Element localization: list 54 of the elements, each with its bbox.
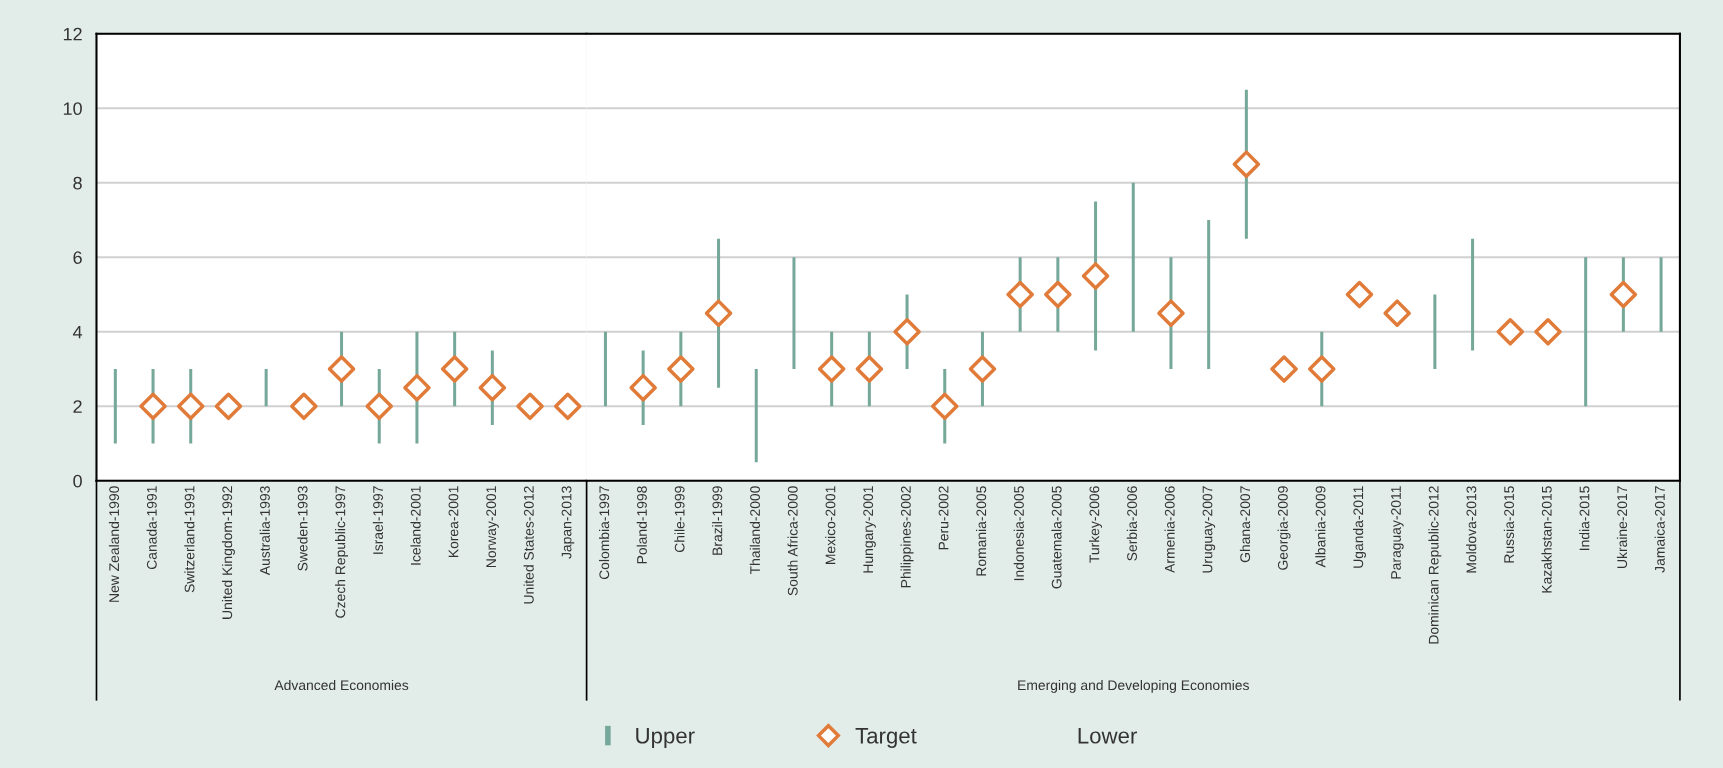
x-tick-label: Thailand-2000 bbox=[749, 486, 760, 575]
x-tick-label: Israel-1997 bbox=[372, 486, 383, 554]
x-tick-label: Canada-1991 bbox=[146, 486, 157, 570]
x-tick-label: Hungary-2001 bbox=[863, 486, 876, 573]
x-tick-label: Dominican Republic-2012 bbox=[1428, 486, 1442, 644]
text: Lower bbox=[1078, 728, 1137, 744]
y-tick-label: 2 bbox=[73, 400, 82, 413]
x-tick-label: United Kingdom-1992 bbox=[221, 486, 235, 619]
y-tick-label: 12 bbox=[63, 27, 82, 41]
x-tick-label: Iceland-2001 bbox=[410, 486, 421, 565]
x-tick-label: Albania-2009 bbox=[1315, 486, 1326, 568]
x-tick-label: Paraguay-2011 bbox=[1391, 486, 1404, 579]
x-tick-label: Russia-2015 bbox=[1503, 486, 1514, 563]
x-tick-label: Ukraine-2017 bbox=[1616, 486, 1628, 568]
x-tick-label: Chile-1999 bbox=[674, 486, 685, 553]
x-tick-label: Indonesia-2005 bbox=[1013, 486, 1024, 581]
x-tick-label: Philippines-2002 bbox=[900, 486, 914, 588]
x-tick-label: Japan-2013 bbox=[561, 486, 575, 559]
x-tick-label: Jamaica-2017 bbox=[1654, 486, 1665, 573]
y-tick-label: 6 bbox=[73, 251, 82, 264]
x-tick-label: Peru-2002 bbox=[938, 486, 949, 550]
x-tick-label: Mexico-2001 bbox=[825, 486, 836, 564]
x-tick-label: Romania-2005 bbox=[975, 486, 987, 576]
x-tick-label: Turkey-2006 bbox=[1089, 486, 1103, 563]
legend-label: Target bbox=[855, 728, 917, 748]
y-tick-label: 4 bbox=[72, 325, 83, 339]
x-tick-label: United States-2012 bbox=[523, 486, 534, 604]
y-tick-label: 10 bbox=[63, 102, 82, 116]
x-tick-label: South Africa-2000 bbox=[787, 486, 798, 596]
x-tick-label: Australia-1993 bbox=[259, 486, 270, 576]
x-tick-label: Switzerland-1991 bbox=[184, 486, 195, 593]
x-tick-label: Norway-2001 bbox=[486, 486, 499, 568]
x-tick-label: Brazil-1999 bbox=[712, 486, 723, 555]
x-tick-label: Moldova-2013 bbox=[1466, 486, 1477, 573]
y-tick-label: 8 bbox=[73, 176, 82, 190]
x-tick-label: Kazakhstan-2015 bbox=[1541, 486, 1552, 593]
x-tick-label: Serbia-2006 bbox=[1126, 486, 1137, 561]
x-tick-label: Colombia-1997 bbox=[598, 486, 610, 580]
x-tick-label: Uganda-2011 bbox=[1352, 486, 1366, 568]
x-tick-label: Poland-1998 bbox=[636, 486, 647, 564]
x-tick-label: Georgia-2009 bbox=[1277, 486, 1291, 570]
x-tick-label: Guatemala-2005 bbox=[1051, 486, 1062, 589]
x-tick-label: New Zealand-1990 bbox=[108, 486, 120, 602]
x-tick-label: Armenia-2006 bbox=[1164, 486, 1175, 573]
x-tick-label: India-2015 bbox=[1579, 486, 1590, 550]
x-tick-label: Uruguay-2007 bbox=[1202, 486, 1216, 573]
x-axis-title: Advanced Economies bbox=[274, 679, 409, 691]
x-tick-label: Czech Republic-1997 bbox=[335, 486, 349, 618]
x-tick-label: Ghana-2007 bbox=[1239, 486, 1251, 563]
legend-label: Upper bbox=[636, 728, 695, 748]
y-tick-label: 0 bbox=[73, 474, 82, 488]
x-axis-title: Emerging and Developing Economies bbox=[1018, 679, 1249, 693]
x-tick-label: Sweden-1993 bbox=[297, 486, 308, 571]
x-tick-label: Korea-2001 bbox=[448, 486, 459, 558]
